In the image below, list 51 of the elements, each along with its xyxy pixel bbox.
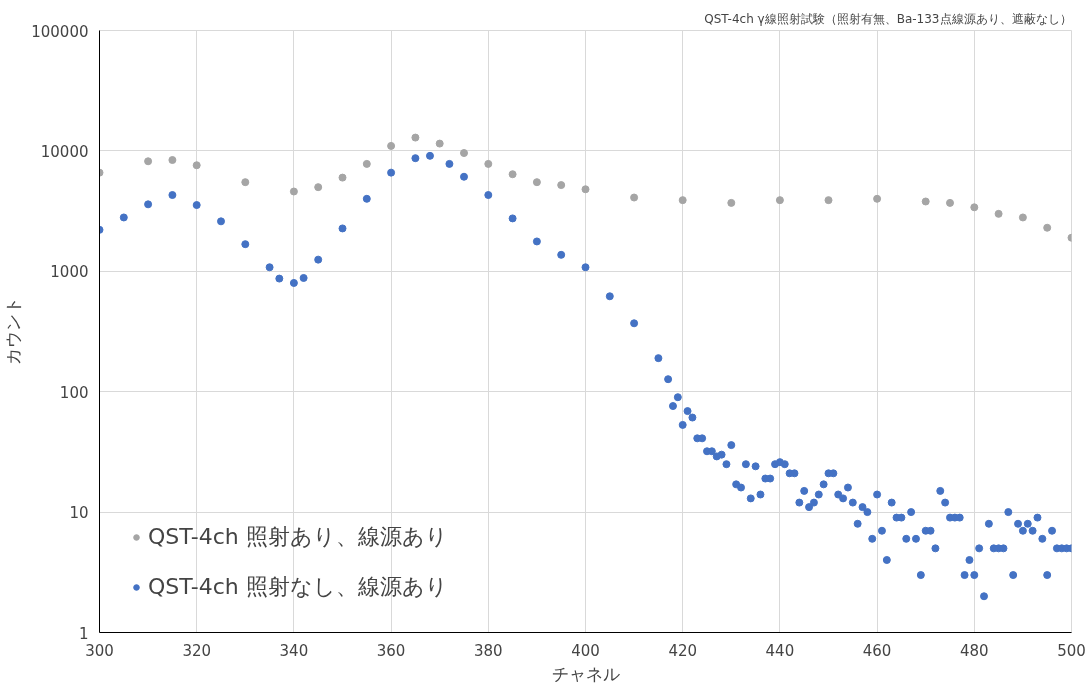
legend-label: QST-4ch 照射なし、線源あり [148, 573, 448, 601]
point [727, 198, 736, 207]
x-tick-label: 320 [182, 641, 212, 660]
point [678, 196, 687, 205]
point [241, 178, 250, 187]
y-tick-label: 1000 [50, 263, 89, 282]
x-tick-label: 440 [765, 641, 795, 660]
x-tick-label: 400 [571, 641, 600, 660]
point [824, 196, 833, 205]
x-tick-label: 420 [668, 641, 698, 660]
x-tick-label: 360 [376, 641, 406, 660]
point [508, 170, 517, 179]
point [921, 197, 930, 206]
x-tick-label: 340 [279, 641, 309, 660]
point [557, 181, 566, 190]
point [994, 209, 1003, 218]
y-tick-label: 10 [69, 504, 89, 523]
point [532, 178, 541, 187]
point [630, 193, 639, 202]
point [946, 198, 954, 207]
x-tick-label: 460 [862, 641, 892, 660]
x-tick-label: 500 [1057, 641, 1086, 660]
point [1018, 213, 1027, 222]
x-axis-title: チャネル [551, 663, 620, 684]
point [362, 159, 371, 168]
point [435, 139, 444, 148]
x-tick-label: 300 [85, 641, 114, 660]
y-tick-label: 10000 [40, 142, 89, 161]
point [775, 196, 784, 205]
y-axis-title: カウント [3, 297, 24, 366]
point [484, 159, 493, 168]
point [873, 194, 882, 203]
x-tick-label: 480 [959, 641, 989, 660]
y-tick-label: 100 [59, 383, 89, 402]
y-tick-label: 1 [78, 624, 89, 643]
chart-title: QST-4ch γ線照射試験（照射有無、Ba-133点線源あり、遮蔽なし） [704, 11, 1072, 26]
legend-label: QST-4ch 照射あり、線源あり [148, 523, 448, 551]
point [144, 157, 153, 166]
point [387, 141, 396, 150]
point [970, 203, 979, 212]
point [192, 161, 201, 170]
point [289, 187, 298, 196]
point [581, 185, 590, 194]
point [338, 173, 347, 182]
point [1043, 223, 1052, 232]
point [460, 149, 468, 158]
y-tick-label: 100000 [31, 22, 89, 41]
point [168, 156, 177, 165]
x-tick-label: 380 [473, 641, 503, 660]
point [411, 133, 420, 142]
point [314, 183, 323, 192]
